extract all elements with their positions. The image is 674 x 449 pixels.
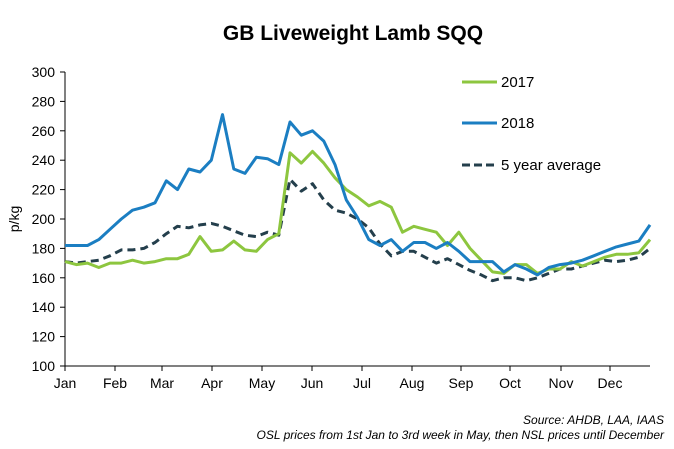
y-tick-label: 100 (32, 358, 56, 374)
x-tick-label: Dec (598, 375, 623, 391)
x-tick-label: Nov (549, 375, 574, 391)
legend-label: 2018 (501, 115, 534, 132)
y-tick-label: 160 (32, 270, 56, 286)
y-tick-label: 300 (32, 64, 56, 80)
legend-label: 2017 (501, 74, 534, 91)
x-tick-label: Apr (201, 375, 223, 391)
source-note: Source: AHDB, LAA, IAAS (523, 413, 664, 427)
y-tick-label: 140 (32, 299, 56, 315)
legend: 2017 2018 5 year average (462, 74, 601, 174)
x-axis: Jan Feb Mar Apr May Jun Jul Aug Sep Oct Nov Dec (54, 365, 650, 391)
x-tick-label: Feb (103, 375, 127, 391)
price-basis-note: OSL prices from 1st Jan to 3rd week in M… (256, 428, 665, 442)
y-tick-label: 280 (32, 93, 56, 109)
y-tick-label: 260 (32, 123, 56, 139)
x-tick-label: Jun (301, 375, 324, 391)
y-tick-label: 200 (32, 211, 56, 227)
x-tick-label: Mar (150, 375, 174, 391)
y-tick-label: 180 (32, 240, 56, 256)
y-tick-label: 240 (32, 152, 56, 168)
y-axis: 100 120 140 160 180 200 220 240 260 280 300 (32, 64, 66, 374)
series-layer (64, 113, 652, 283)
series-line-2018 (65, 113, 652, 277)
x-tick-label: Jan (54, 375, 77, 391)
x-tick-label: Sep (449, 375, 474, 391)
x-tick-label: May (249, 375, 275, 391)
y-tick-label: 220 (32, 182, 56, 198)
x-tick-label: Oct (499, 375, 521, 391)
y-tick-label: 120 (32, 329, 56, 345)
chart-title: GB Liveweight Lamb SQQ (223, 22, 483, 45)
legend-label: 5 year average (501, 157, 601, 174)
x-tick-label: Jul (353, 375, 371, 391)
y-axis-label: p/kg (6, 206, 22, 232)
x-tick-label: Aug (400, 375, 425, 391)
